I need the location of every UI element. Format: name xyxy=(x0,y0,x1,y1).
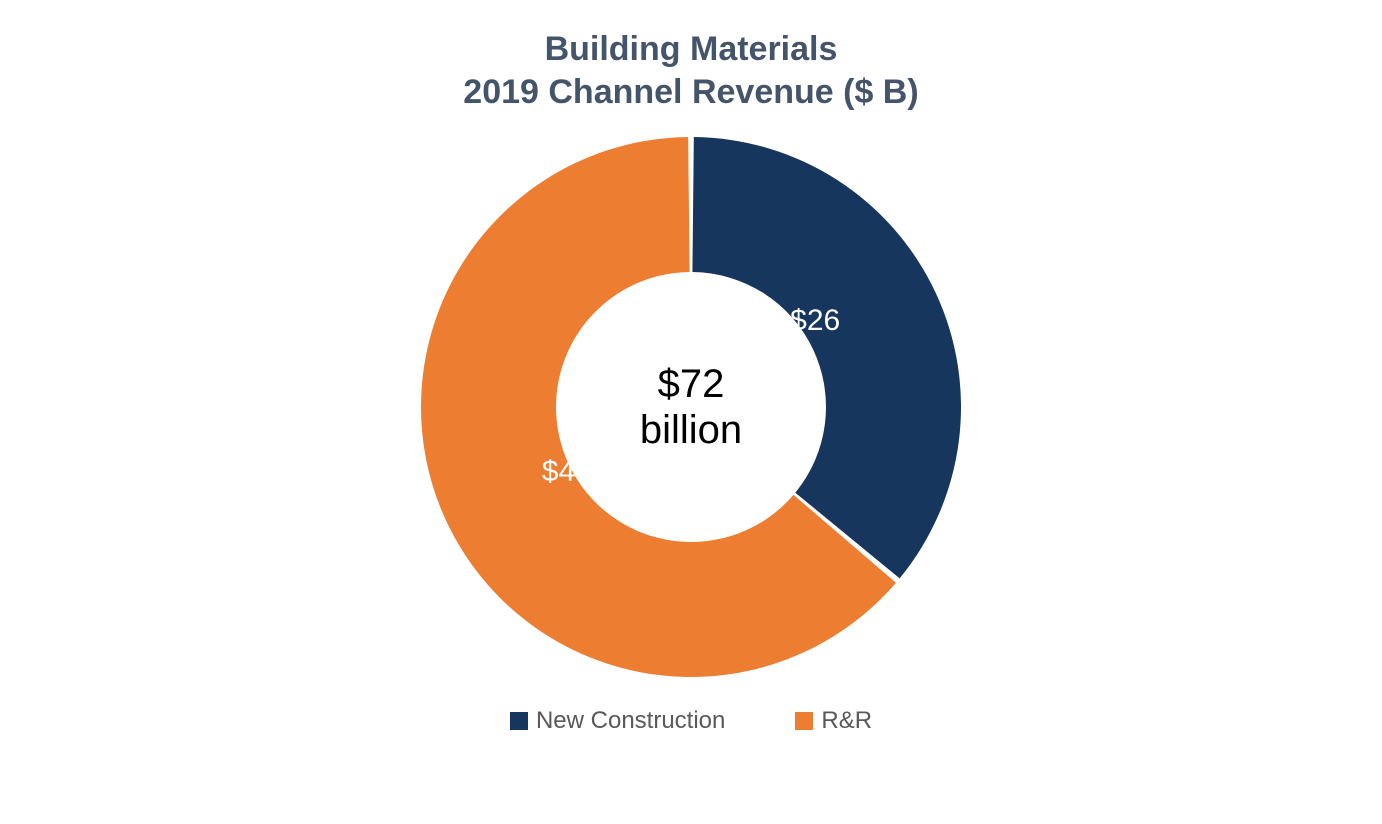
legend-label-r-and-r: R&R xyxy=(821,707,872,735)
chart-title: Building Materials 2019 Channel Revenue … xyxy=(463,28,918,113)
legend: New Construction R&R xyxy=(510,707,872,735)
donut-center-line-2: billion xyxy=(640,407,742,453)
slice-label-new-construction: $26 xyxy=(790,304,840,338)
legend-label-new-construction: New Construction xyxy=(536,707,725,735)
legend-swatch-r-and-r xyxy=(795,712,813,730)
donut-center-label: $72 billion xyxy=(640,361,742,453)
donut-chart: $72 billion $26 $46 xyxy=(421,137,961,677)
slice-label-r-and-r: $46 xyxy=(542,455,592,489)
donut-center-line-1: $72 xyxy=(640,361,742,407)
donut-slice-0 xyxy=(692,137,961,578)
page: Building Materials 2019 Channel Revenue … xyxy=(0,0,1382,824)
legend-swatch-new-construction xyxy=(510,712,528,730)
legend-item-new-construction: New Construction xyxy=(510,707,725,735)
legend-item-r-and-r: R&R xyxy=(795,707,872,735)
chart-title-line-2: 2019 Channel Revenue ($ B) xyxy=(463,71,918,114)
chart-title-line-1: Building Materials xyxy=(463,28,918,71)
